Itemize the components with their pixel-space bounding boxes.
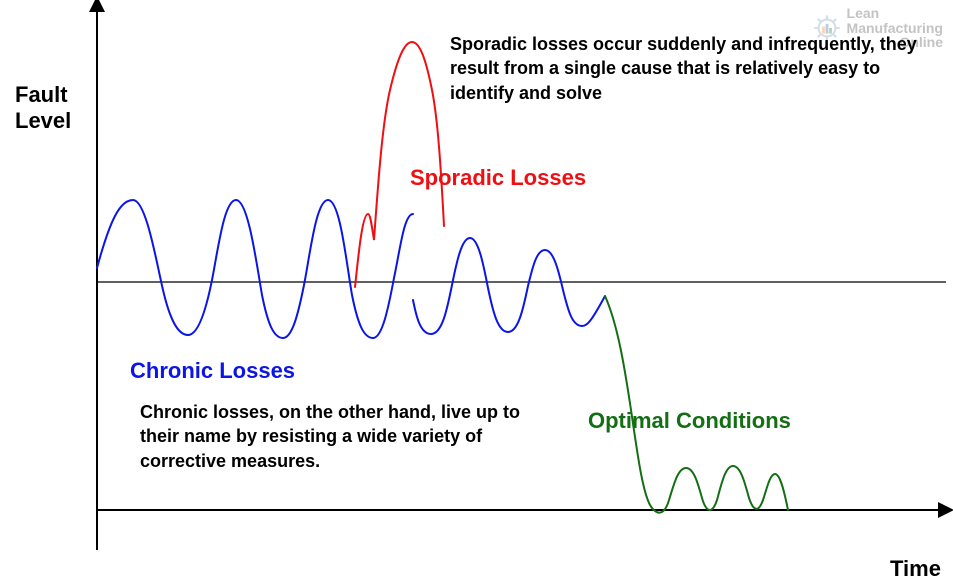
chronic-series bbox=[97, 200, 605, 338]
y-axis-label-line1: Fault bbox=[15, 82, 68, 107]
sporadic-label: Sporadic Losses bbox=[410, 165, 586, 191]
chronic-label: Chronic Losses bbox=[130, 358, 295, 384]
chart-canvas: Lean Manufacturing Online Fault Level Ti… bbox=[0, 0, 953, 581]
sporadic-description: Sporadic losses occur suddenly and infre… bbox=[450, 32, 948, 105]
chronic-description: Chronic losses, on the other hand, live … bbox=[140, 400, 540, 473]
y-axis-label: Fault Level bbox=[15, 82, 71, 135]
y-axis-label-line2: Level bbox=[15, 108, 71, 133]
x-axis-label: Time bbox=[890, 556, 941, 581]
optimal-label: Optimal Conditions bbox=[588, 408, 791, 434]
optimal-series bbox=[605, 296, 788, 513]
